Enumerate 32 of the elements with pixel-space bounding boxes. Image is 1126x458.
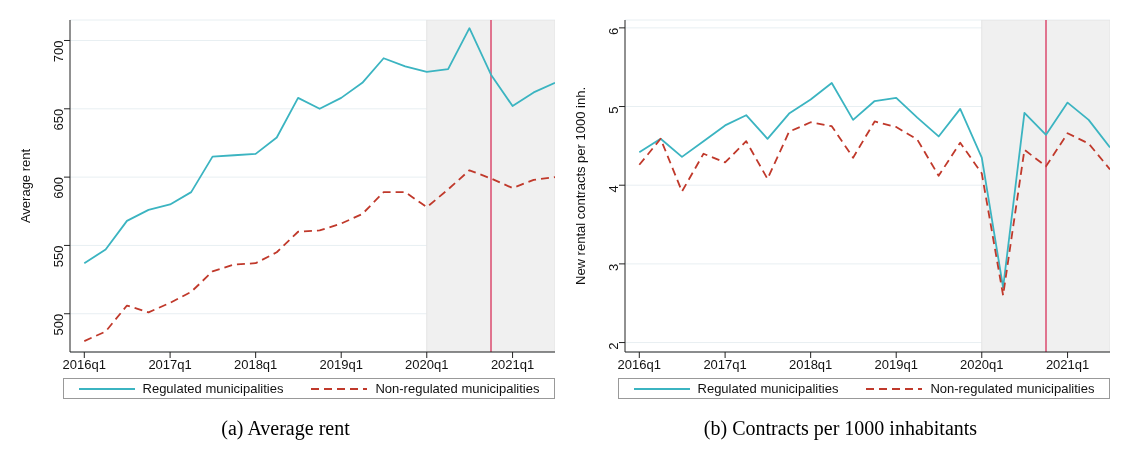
x-tick-label: 2020q1: [405, 357, 449, 373]
y-tick-label: 2: [605, 342, 621, 350]
x-tick-label: 2017q1: [703, 357, 747, 373]
x-tick-label: 2019q1: [874, 357, 918, 373]
y-axis-title: New rental contracts per 1000 inh.: [572, 87, 588, 285]
x-tick-label: 2017q1: [148, 357, 192, 373]
legend-label: Regulated municipalities: [696, 381, 839, 396]
text: (b) Contracts per 1000 inhabitants: [702, 417, 979, 440]
y-tick-label: 5: [605, 106, 621, 114]
y-tick-label: 700: [50, 40, 66, 63]
y-tick-label: 500: [50, 313, 66, 336]
x-tick-label: 2018q1: [788, 357, 833, 373]
x-tick-label: 2019q1: [319, 357, 363, 373]
x-tick-label: 2016q1: [617, 357, 661, 373]
y-tick-label: 4: [605, 185, 621, 193]
y-tick-label: 650: [50, 108, 66, 131]
x-tick-label: 2016q1: [62, 357, 106, 373]
x-tick-label: 2021q1: [490, 357, 535, 373]
legend-label: Non-regulated municipalities: [374, 381, 540, 396]
x-tick-label: 2021q1: [1045, 357, 1090, 373]
y-axis-title: Average rent: [17, 148, 33, 224]
legend-label: Regulated municipalities: [141, 381, 284, 396]
line-series: [638, 120, 1110, 297]
y-tick-label: 6: [605, 27, 621, 36]
y-tick-label: 3: [605, 263, 621, 272]
x-tick-label: 2020q1: [960, 357, 1004, 373]
y-tick-label: 550: [50, 245, 66, 268]
x-tick-label: 2018q1: [233, 357, 278, 373]
line-series: [638, 82, 1110, 289]
y-tick-label: 600: [50, 177, 66, 199]
legend-label: Non-regulated municipalities: [929, 381, 1095, 396]
text: (a) Average rent: [220, 417, 351, 440]
